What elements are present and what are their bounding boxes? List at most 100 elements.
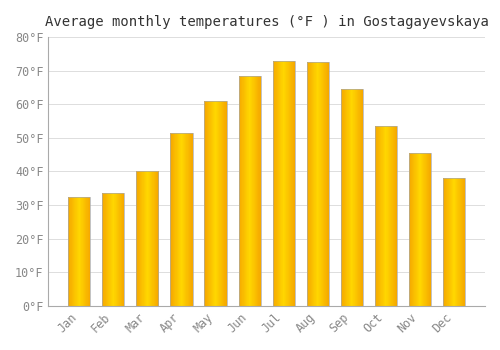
Bar	[109, 193, 110, 306]
Bar	[147, 172, 148, 306]
Bar	[387, 126, 388, 306]
Bar	[155, 172, 156, 306]
Bar	[410, 153, 411, 306]
Bar	[323, 62, 324, 306]
Bar	[149, 172, 150, 306]
Bar	[110, 193, 111, 306]
Bar	[205, 101, 206, 306]
Bar	[313, 62, 314, 306]
Bar	[105, 193, 106, 306]
Bar	[382, 126, 383, 306]
Bar	[142, 172, 143, 306]
Bar	[186, 133, 187, 306]
Bar	[184, 133, 185, 306]
Bar	[174, 133, 175, 306]
Bar	[150, 172, 151, 306]
Title: Average monthly temperatures (°F ) in Gostagayevskaya: Average monthly temperatures (°F ) in Go…	[44, 15, 488, 29]
Bar	[328, 62, 329, 306]
Bar	[274, 61, 275, 306]
Bar	[350, 89, 351, 306]
Bar	[148, 172, 149, 306]
Bar	[213, 101, 214, 306]
Bar	[377, 126, 378, 306]
Bar	[181, 133, 182, 306]
Bar	[210, 101, 211, 306]
Bar	[426, 153, 427, 306]
Bar	[411, 153, 412, 306]
Bar	[312, 62, 313, 306]
Bar	[452, 178, 453, 306]
Bar	[82, 197, 83, 306]
Bar	[183, 133, 184, 306]
Bar	[215, 101, 216, 306]
Bar	[361, 89, 362, 306]
Bar	[280, 61, 281, 306]
Bar	[171, 133, 172, 306]
Bar	[290, 61, 291, 306]
Bar	[289, 61, 290, 306]
Bar	[136, 172, 137, 306]
Bar	[311, 62, 312, 306]
Bar	[191, 133, 192, 306]
Bar	[189, 133, 190, 306]
Bar	[285, 61, 286, 306]
Bar	[87, 197, 88, 306]
Bar	[141, 172, 142, 306]
Bar	[137, 172, 138, 306]
Bar	[214, 101, 215, 306]
Bar	[327, 62, 328, 306]
Bar	[70, 197, 71, 306]
Bar	[239, 76, 240, 306]
Bar	[350, 89, 352, 306]
Bar	[388, 126, 390, 306]
Bar	[224, 101, 225, 306]
Bar	[250, 76, 252, 306]
Bar	[146, 172, 147, 306]
Bar	[272, 61, 273, 306]
Bar	[347, 89, 348, 306]
Bar	[359, 89, 360, 306]
Bar	[240, 76, 241, 306]
Bar	[204, 101, 205, 306]
Bar	[77, 197, 78, 306]
Bar	[190, 133, 191, 306]
Bar	[326, 62, 327, 306]
Bar	[258, 76, 259, 306]
Bar	[454, 178, 455, 306]
Bar	[244, 76, 245, 306]
Bar	[420, 153, 421, 306]
Bar	[355, 89, 356, 306]
Bar	[273, 61, 274, 306]
Bar	[216, 101, 218, 306]
Bar	[108, 193, 109, 306]
Bar	[272, 61, 295, 306]
Bar	[294, 61, 295, 306]
Bar	[102, 193, 103, 306]
Bar	[459, 178, 460, 306]
Bar	[217, 101, 218, 306]
Bar	[259, 76, 260, 306]
Bar	[75, 197, 76, 306]
Bar	[390, 126, 391, 306]
Bar	[86, 197, 87, 306]
Bar	[342, 89, 343, 306]
Bar	[381, 126, 382, 306]
Bar	[282, 61, 283, 306]
Bar	[464, 178, 465, 306]
Bar	[253, 76, 254, 306]
Bar	[182, 133, 183, 306]
Bar	[443, 178, 465, 306]
Bar	[157, 172, 158, 306]
Bar	[307, 62, 308, 306]
Bar	[69, 197, 70, 306]
Bar	[185, 133, 186, 306]
Bar	[306, 62, 308, 306]
Bar	[206, 101, 208, 306]
Bar	[178, 133, 180, 306]
Bar	[462, 178, 463, 306]
Bar	[144, 172, 145, 306]
Bar	[172, 133, 173, 306]
Bar	[445, 178, 446, 306]
Bar	[292, 61, 293, 306]
Bar	[277, 61, 278, 306]
